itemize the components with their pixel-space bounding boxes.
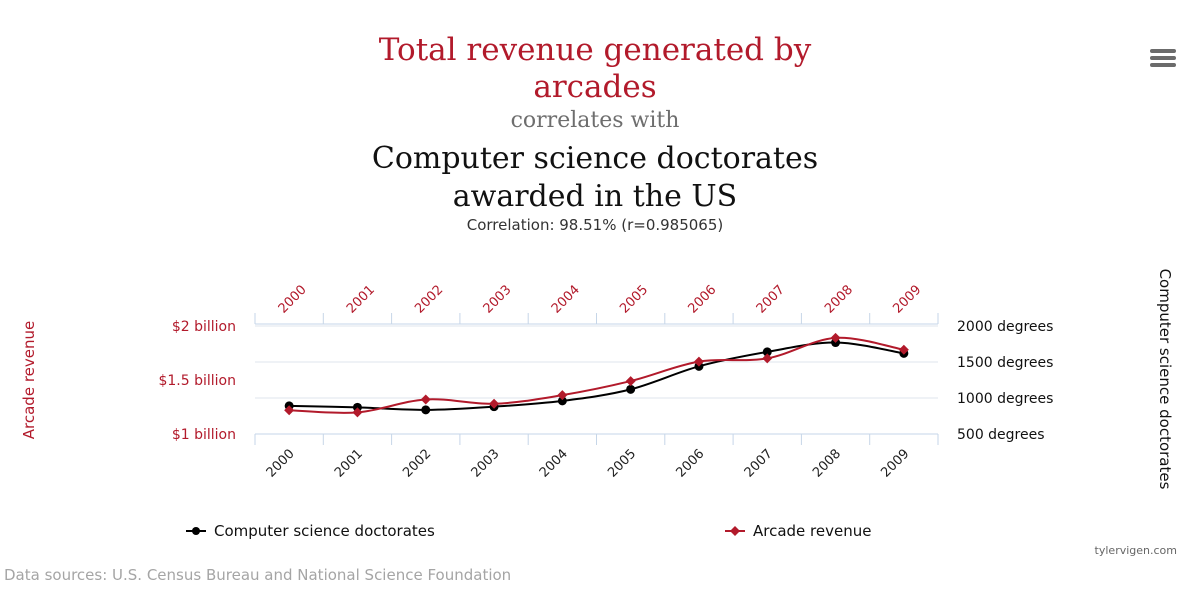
- doctorates-point: [762, 347, 772, 357]
- bottom-axis-year-label: 2003: [469, 447, 503, 481]
- doctorates-point: [626, 384, 636, 394]
- hamburger-menu-icon[interactable]: [1150, 49, 1176, 71]
- chart-title-connector: correlates with: [510, 108, 680, 133]
- top-axis-year-label: 2009: [890, 283, 924, 317]
- bottom-axis-year-label: 2007: [742, 447, 776, 481]
- legend-marker-doctorates: [186, 527, 206, 535]
- correlation-text: Correlation: 98.51% (r=0.985065): [466, 216, 724, 234]
- credit-link[interactable]: tylervigen.com: [1094, 544, 1177, 557]
- arcade-revenue-point: [557, 390, 568, 401]
- top-axis-year-label: 2002: [412, 283, 446, 317]
- legend-marker-arcade: [725, 526, 745, 536]
- doctorates-point: [352, 402, 362, 412]
- top-axis-year-label: 2003: [481, 283, 515, 317]
- top-axis-year-label: 2000: [276, 283, 310, 317]
- left-axis-title: Arcade revenue: [20, 321, 38, 439]
- bottom-axis-year-label: 2008: [810, 447, 844, 481]
- right-axis-title: Computer science doctorates: [1156, 269, 1174, 490]
- right-axis-tick-label: 2000 degrees: [957, 319, 1053, 335]
- arcade-revenue-point: [830, 332, 841, 343]
- bottom-axis-year-label: 2001: [332, 447, 366, 481]
- right-axis-tick-label: 1500 degrees: [957, 355, 1053, 371]
- legend-item-arcade[interactable]: Arcade revenue: [725, 520, 871, 542]
- doctorates-point: [421, 405, 431, 415]
- top-axis-year-label: 2006: [685, 283, 719, 317]
- right-axis-tick-label: 1000 degrees: [957, 391, 1053, 407]
- top-axis-year-label: 2001: [344, 283, 378, 317]
- top-axis-year-label: 2007: [754, 283, 788, 317]
- arcade-revenue-point: [898, 344, 909, 355]
- legend-item-doctorates[interactable]: Computer science doctorates: [186, 520, 435, 542]
- arcade-revenue-line: [289, 336, 905, 414]
- bottom-axis-year-label: 2000: [264, 447, 298, 481]
- arcade-revenue-point: [284, 405, 295, 416]
- arcade-revenue-point: [625, 376, 636, 387]
- legend-label-doctorates: Computer science doctorates: [214, 522, 435, 540]
- bottom-axis-year-label: 2006: [673, 447, 707, 481]
- bottom-axis-year-label: 2005: [605, 447, 639, 481]
- bottom-axis-year-label: 2004: [537, 447, 571, 481]
- data-sources-text: Data sources: U.S. Census Bureau and Nat…: [4, 566, 512, 584]
- top-axis-year-label: 2004: [549, 283, 583, 317]
- left-axis-tick-label: $1 billion: [172, 427, 236, 443]
- arcade-revenue-point: [352, 407, 363, 418]
- doctorates-line: [289, 341, 905, 411]
- left-axis-tick-label: $1.5 billion: [158, 373, 236, 389]
- chart-title-arcade: Total revenue generated by arcades: [378, 32, 812, 105]
- left-axis-tick-label: $2 billion: [172, 319, 236, 335]
- arcade-revenue-point: [420, 394, 431, 405]
- right-axis-tick-label: 500 degrees: [957, 427, 1045, 443]
- bottom-axis-year-label: 2002: [400, 447, 434, 481]
- top-axis-year-label: 2005: [617, 283, 651, 317]
- arcade-revenue-point: [693, 356, 704, 367]
- top-axis-year-label: 2008: [822, 283, 856, 317]
- arcade-revenue-point: [762, 353, 773, 364]
- arcade-revenue-point: [489, 398, 500, 409]
- chart-title-block: Total revenue generated by arcades corre…: [250, 32, 940, 216]
- chart-title-doctorates: Computer science doctorates awarded in t…: [371, 141, 819, 214]
- legend-label-arcade: Arcade revenue: [753, 522, 872, 540]
- doctorates-point: [557, 396, 567, 406]
- bottom-axis-year-label: 2009: [878, 447, 912, 481]
